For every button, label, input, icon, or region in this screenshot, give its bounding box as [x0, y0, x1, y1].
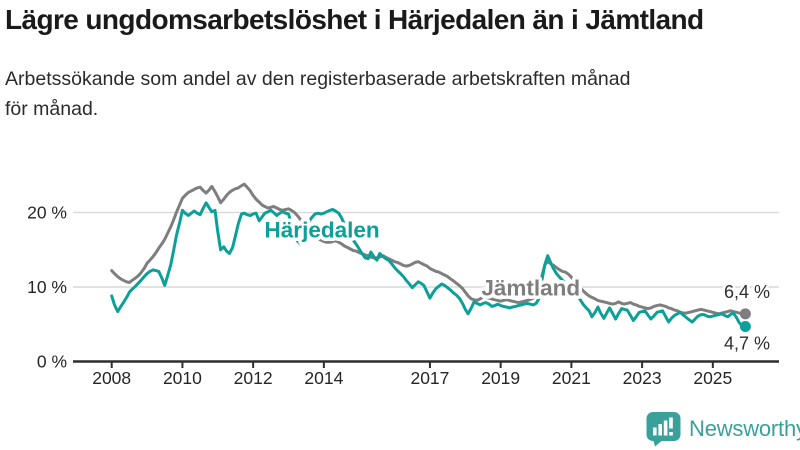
x-tick-label: 2008: [92, 368, 131, 388]
page-title: Lägre ungdomsarbetslöshet i Härjedalen ä…: [5, 4, 704, 35]
series-line-jamtland: [110, 182, 747, 316]
x-tick-label: 2021: [552, 368, 591, 388]
newsworthy-wordmark: Newsworthy: [689, 416, 800, 441]
end-dot-jamtland: [739, 308, 751, 320]
x-tick-label: 2023: [623, 368, 662, 388]
series-line-harjedalen: [110, 201, 747, 328]
x-tick-label: 2025: [693, 368, 732, 388]
x-tick-label: 2012: [234, 368, 273, 388]
chart-subtitle: Arbetssökande som andel av den registerb…: [5, 64, 775, 124]
chart-subtitle-line-1: Arbetssökande som andel av den registerb…: [5, 68, 631, 90]
series-label-harjedalen: Härjedalen: [265, 218, 380, 243]
newsworthy-logo: Newsworthy: [645, 411, 800, 447]
chart-subtitle-line-2: för månad.: [5, 98, 99, 120]
x-tick-label: 2017: [410, 368, 449, 388]
x-tick-label: 2010: [163, 368, 202, 388]
series-label-jamtland: Jämtland: [481, 276, 580, 301]
y-tick-label: 10 %: [27, 277, 67, 297]
x-tick-label: 2019: [481, 368, 520, 388]
y-tick-label: 0 %: [37, 352, 67, 372]
y-tick-label: 20 %: [27, 203, 67, 223]
end-dot-harjedalen: [739, 320, 751, 332]
end-value-label-jamtland: 6,4 %: [724, 282, 770, 302]
x-tick-label: 2014: [304, 368, 343, 388]
end-value-label-harjedalen: 4,7 %: [724, 333, 770, 353]
bar-chart-speech-bubble-icon: [646, 412, 681, 447]
